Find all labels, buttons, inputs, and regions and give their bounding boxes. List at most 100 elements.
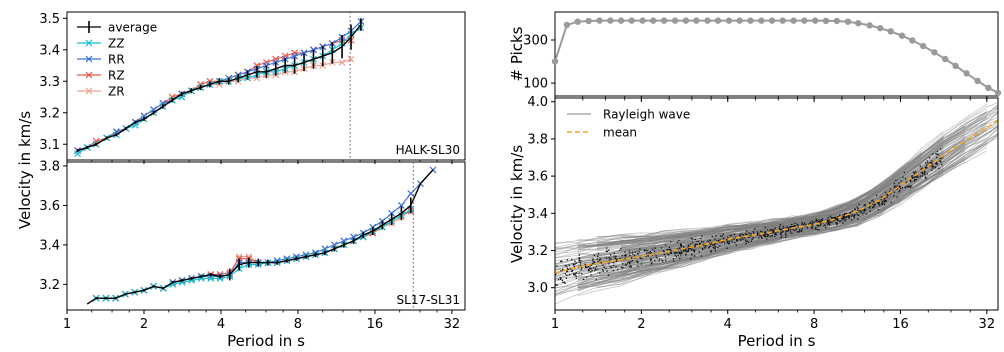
rayleigh-curve xyxy=(620,182,901,257)
rayleigh-curve xyxy=(555,178,901,259)
pick-dot xyxy=(868,206,871,209)
pick-dot xyxy=(571,259,573,261)
pick-dot xyxy=(572,263,574,265)
pick-dot xyxy=(869,202,871,204)
pick-dot xyxy=(808,223,810,226)
pick-dot xyxy=(748,236,750,239)
pick-dot xyxy=(651,262,653,264)
pick-dot xyxy=(924,167,927,169)
rayleigh-curve xyxy=(621,157,944,262)
pick-dot xyxy=(882,202,884,204)
pick-dot xyxy=(739,238,741,240)
pick-dot xyxy=(911,177,913,179)
pick-dot xyxy=(936,153,938,155)
pick-dot xyxy=(843,218,845,220)
rayleigh-curve xyxy=(555,141,987,278)
panel-halk-sl30: 3.1 3.2 3.3 3.4 3.5 HALK-SL30 average ZZ RR RZ ZR xyxy=(39,11,466,164)
pick-dot xyxy=(798,226,800,228)
pick-dot xyxy=(586,266,589,268)
pick-dot xyxy=(926,173,928,175)
pick-dot xyxy=(763,231,765,233)
rayleigh-curve xyxy=(577,143,987,285)
pick-dot xyxy=(926,160,929,162)
pick-dot xyxy=(637,265,639,267)
rayleigh-curve xyxy=(596,108,987,248)
pick-dot xyxy=(890,201,892,204)
pick-dot xyxy=(735,244,738,246)
pick-dot xyxy=(859,210,862,213)
pick-dot xyxy=(823,225,825,227)
pick-dot xyxy=(745,239,747,241)
pick-dot xyxy=(913,172,915,175)
pick-dot xyxy=(815,224,818,226)
rayleigh-curve xyxy=(555,178,923,289)
rayleigh-curve xyxy=(577,147,944,247)
pick-dot xyxy=(629,263,631,265)
pick-dot xyxy=(619,257,621,260)
pick-dot xyxy=(681,245,683,247)
pick-dot xyxy=(566,274,568,277)
pick-dot xyxy=(580,262,582,264)
pick-dot xyxy=(622,263,624,265)
pick-dot xyxy=(631,260,634,262)
pick-dot xyxy=(712,244,714,246)
rayleigh-curve xyxy=(577,115,988,251)
pick-dot xyxy=(674,254,676,256)
pick-dot xyxy=(819,224,821,227)
pick-dot xyxy=(896,188,898,190)
pick-dot xyxy=(638,251,640,253)
pick-dot xyxy=(702,248,704,250)
pick-dot xyxy=(625,264,627,266)
pick-dot xyxy=(931,165,933,167)
rayleigh-curve xyxy=(577,172,901,247)
rayleigh-curve xyxy=(621,112,988,238)
pick-dot xyxy=(838,214,841,217)
pick-dot xyxy=(726,242,728,244)
pick-dot xyxy=(759,234,761,236)
pick-dot xyxy=(728,242,730,244)
pick-dot xyxy=(691,248,693,251)
pick-dot xyxy=(835,221,837,224)
pick-dot xyxy=(821,219,823,221)
rayleigh-curve xyxy=(577,200,901,280)
legend-label-average: average xyxy=(108,21,157,35)
pick-dot xyxy=(842,217,844,219)
pick-dot xyxy=(575,262,577,264)
pick-dot xyxy=(650,263,653,265)
panel-picks: 100 300# Picks xyxy=(508,11,1002,100)
pick-dot xyxy=(798,230,801,233)
pick-dot xyxy=(670,252,672,254)
pick-dot xyxy=(702,241,705,243)
pick-dot xyxy=(856,206,858,208)
pick-dot xyxy=(560,277,562,279)
pick-dot xyxy=(566,270,568,273)
pick-dot xyxy=(921,171,924,174)
picks-point xyxy=(855,20,862,27)
pick-dot xyxy=(780,236,782,239)
pick-dot xyxy=(921,167,923,169)
pick-dot xyxy=(780,232,782,234)
pick-dot xyxy=(931,163,934,165)
pick-dot xyxy=(876,194,878,196)
rayleigh-curve xyxy=(555,172,901,248)
pick-dot xyxy=(592,258,594,260)
pick-dot xyxy=(695,243,697,246)
pick-dot xyxy=(912,171,914,173)
pick-dot xyxy=(669,249,672,251)
pick-dot xyxy=(569,267,571,270)
pick-dot xyxy=(682,249,685,251)
pick-dot xyxy=(593,261,596,263)
pick-dot xyxy=(931,165,934,168)
pick-dot xyxy=(624,263,627,266)
pick-dot xyxy=(639,257,641,259)
pick-dot xyxy=(780,231,782,234)
pick-dot xyxy=(843,213,846,216)
pick-dot xyxy=(597,253,600,255)
pick-dot xyxy=(941,157,943,159)
rayleigh-curve xyxy=(577,158,966,291)
pick-dot xyxy=(559,276,561,279)
pick-dot xyxy=(607,274,610,276)
pick-dot xyxy=(696,240,698,243)
pick-dot xyxy=(615,266,617,268)
pick-dot xyxy=(883,203,886,206)
